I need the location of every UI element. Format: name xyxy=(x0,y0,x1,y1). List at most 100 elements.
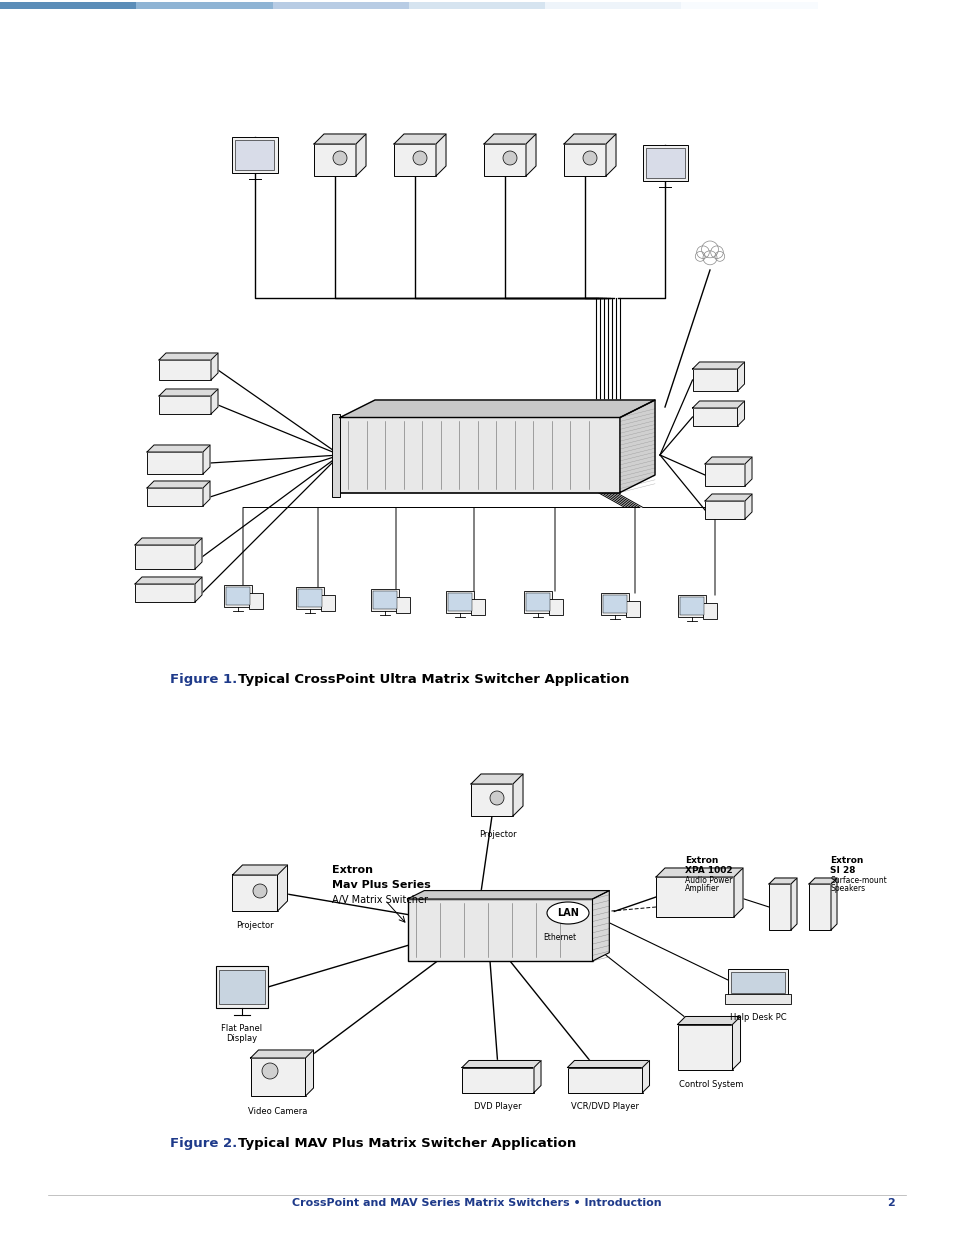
Circle shape xyxy=(262,1063,277,1079)
Polygon shape xyxy=(233,864,287,876)
Bar xyxy=(645,148,684,178)
Bar xyxy=(768,884,790,930)
Text: Help Desk PC: Help Desk PC xyxy=(729,1013,785,1023)
Bar xyxy=(808,884,830,930)
Text: Audio Power: Audio Power xyxy=(684,876,732,885)
Bar xyxy=(233,137,277,173)
Text: Extron: Extron xyxy=(684,856,718,864)
Polygon shape xyxy=(194,577,202,601)
Polygon shape xyxy=(436,135,446,177)
Bar xyxy=(446,592,474,613)
Bar xyxy=(339,417,619,493)
Polygon shape xyxy=(704,457,751,464)
Bar xyxy=(215,966,268,1008)
Circle shape xyxy=(582,151,597,165)
Bar xyxy=(235,140,274,170)
Polygon shape xyxy=(768,878,796,884)
Polygon shape xyxy=(203,445,210,474)
Polygon shape xyxy=(692,362,743,369)
Polygon shape xyxy=(808,878,836,884)
Bar xyxy=(471,599,484,615)
Bar xyxy=(461,1067,534,1093)
Text: DVD Player: DVD Player xyxy=(474,1102,521,1112)
Bar xyxy=(727,968,787,995)
Polygon shape xyxy=(563,135,616,144)
Text: LAN: LAN xyxy=(557,908,578,918)
Bar xyxy=(692,408,737,426)
Text: Extron: Extron xyxy=(829,856,862,864)
Polygon shape xyxy=(704,494,751,501)
Polygon shape xyxy=(744,457,751,487)
Circle shape xyxy=(696,246,709,258)
Bar xyxy=(394,144,436,177)
Bar xyxy=(409,2,547,9)
Text: Control System: Control System xyxy=(679,1079,742,1089)
Text: Projector: Projector xyxy=(236,921,274,930)
Bar xyxy=(147,452,203,474)
Polygon shape xyxy=(194,538,202,569)
Text: Mav Plus Series: Mav Plus Series xyxy=(332,881,431,890)
Bar xyxy=(0,2,138,9)
Bar xyxy=(297,589,322,606)
Ellipse shape xyxy=(546,902,588,924)
Polygon shape xyxy=(605,135,616,177)
Polygon shape xyxy=(641,1061,649,1093)
Polygon shape xyxy=(737,401,743,426)
Circle shape xyxy=(490,790,503,805)
Bar xyxy=(233,876,277,911)
Bar xyxy=(525,593,550,611)
Bar xyxy=(407,899,592,961)
Circle shape xyxy=(502,151,517,165)
Polygon shape xyxy=(677,1016,740,1025)
Bar xyxy=(295,587,324,609)
Bar xyxy=(471,784,513,816)
Bar xyxy=(373,592,396,609)
Bar xyxy=(625,601,639,618)
Bar xyxy=(483,144,525,177)
Polygon shape xyxy=(394,135,446,144)
Bar xyxy=(320,595,335,611)
Bar xyxy=(678,595,705,618)
Bar xyxy=(724,994,790,1004)
Text: XPA 1002: XPA 1002 xyxy=(684,866,732,876)
Polygon shape xyxy=(135,577,202,584)
Bar xyxy=(679,597,703,615)
Bar xyxy=(641,144,687,182)
Bar xyxy=(135,584,194,601)
Polygon shape xyxy=(744,494,751,519)
Polygon shape xyxy=(211,353,218,380)
Bar xyxy=(219,969,265,1004)
Polygon shape xyxy=(203,480,210,506)
Polygon shape xyxy=(525,135,536,177)
Polygon shape xyxy=(314,135,366,144)
Bar xyxy=(159,396,211,414)
Polygon shape xyxy=(277,864,287,911)
Text: Figure 2.: Figure 2. xyxy=(170,1137,236,1151)
Circle shape xyxy=(413,151,427,165)
Polygon shape xyxy=(355,135,366,177)
Text: VCR/DVD Player: VCR/DVD Player xyxy=(571,1102,639,1112)
Polygon shape xyxy=(513,774,522,816)
Bar xyxy=(600,593,628,615)
Polygon shape xyxy=(135,538,202,545)
Bar xyxy=(147,488,203,506)
Bar xyxy=(563,144,605,177)
Text: Speakers: Speakers xyxy=(829,884,864,893)
Bar xyxy=(567,1067,641,1093)
Circle shape xyxy=(695,252,704,262)
Polygon shape xyxy=(461,1061,540,1067)
Polygon shape xyxy=(211,389,218,414)
Polygon shape xyxy=(339,400,655,417)
Text: Flat Panel
Display: Flat Panel Display xyxy=(221,1024,262,1044)
Text: Surface-mount: Surface-mount xyxy=(829,876,886,885)
Bar xyxy=(224,585,252,606)
Polygon shape xyxy=(147,445,210,452)
Bar xyxy=(226,587,250,605)
Text: CrossPoint and MAV Series Matrix Switchers • Introduction: CrossPoint and MAV Series Matrix Switche… xyxy=(292,1198,661,1208)
Bar xyxy=(395,597,410,613)
Polygon shape xyxy=(471,774,522,784)
Bar xyxy=(702,603,717,619)
Text: Figure 1.: Figure 1. xyxy=(170,673,236,687)
Polygon shape xyxy=(619,400,655,493)
Circle shape xyxy=(700,241,718,258)
